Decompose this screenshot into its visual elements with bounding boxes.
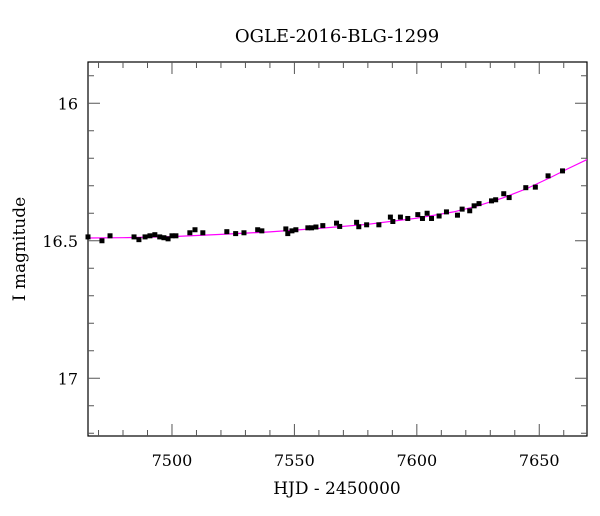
data-point bbox=[476, 201, 482, 207]
data-point bbox=[405, 215, 411, 221]
data-point bbox=[157, 234, 163, 240]
data-point bbox=[390, 219, 396, 224]
data-point bbox=[283, 226, 289, 232]
data-point bbox=[415, 212, 421, 218]
data-point bbox=[523, 185, 529, 191]
data-point bbox=[545, 173, 551, 179]
data-point bbox=[356, 224, 362, 230]
data-point bbox=[192, 227, 198, 233]
data-point bbox=[241, 230, 247, 236]
data-point bbox=[233, 231, 239, 237]
data-point bbox=[376, 222, 382, 228]
x-tick-label: 7550 bbox=[274, 451, 315, 470]
data-point bbox=[255, 227, 261, 233]
data-point bbox=[285, 231, 291, 237]
data-point bbox=[424, 210, 430, 216]
data-point bbox=[147, 233, 153, 239]
data-point bbox=[493, 197, 499, 203]
data-point bbox=[459, 206, 465, 212]
data-point bbox=[169, 233, 175, 239]
data-point bbox=[443, 209, 449, 215]
data-point bbox=[161, 235, 167, 241]
data-point bbox=[136, 237, 142, 243]
data-point bbox=[467, 208, 473, 214]
data-point bbox=[320, 223, 326, 229]
data-point bbox=[259, 228, 265, 234]
x-tick-label: 7650 bbox=[519, 451, 560, 470]
data-point bbox=[454, 212, 460, 218]
chart-title: OGLE-2016-BLG-1299 bbox=[235, 26, 439, 47]
data-point bbox=[309, 225, 315, 231]
y-tick-label: 16 bbox=[58, 94, 78, 113]
data-point bbox=[471, 203, 477, 209]
data-point bbox=[142, 234, 148, 240]
data-point bbox=[429, 215, 435, 221]
data-point bbox=[436, 213, 442, 219]
y-axis-label: I magnitude bbox=[10, 197, 30, 301]
data-point bbox=[131, 234, 137, 240]
plot-frame bbox=[87, 61, 588, 437]
data-point bbox=[560, 168, 566, 174]
model-curve bbox=[87, 159, 588, 239]
y-tick-label: 17 bbox=[58, 369, 78, 388]
data-point bbox=[293, 227, 299, 233]
data-point bbox=[289, 228, 295, 234]
data-point bbox=[200, 230, 206, 236]
data-point bbox=[364, 222, 370, 228]
data-point bbox=[387, 214, 393, 220]
data-point bbox=[165, 236, 171, 242]
data-point bbox=[85, 234, 91, 240]
data-point bbox=[532, 184, 538, 190]
x-axis-label: HJD - 2450000 bbox=[273, 479, 401, 499]
data-point bbox=[337, 223, 343, 229]
data-point bbox=[305, 225, 311, 231]
data-point bbox=[107, 233, 113, 239]
data-point bbox=[419, 215, 425, 221]
data-point bbox=[224, 229, 230, 235]
y-tick-label: 16.5 bbox=[42, 232, 78, 251]
data-point bbox=[334, 220, 340, 226]
data-point bbox=[99, 238, 105, 244]
data-point bbox=[397, 214, 403, 220]
data-point bbox=[501, 191, 507, 197]
x-tick-label: 7500 bbox=[152, 451, 193, 470]
data-point bbox=[187, 230, 193, 236]
data-point bbox=[313, 224, 319, 230]
data-point bbox=[489, 198, 495, 204]
data-point bbox=[152, 232, 158, 238]
x-tick-label: 7600 bbox=[396, 451, 437, 470]
data-point bbox=[354, 219, 360, 225]
data-point bbox=[173, 233, 179, 239]
data-point bbox=[506, 195, 512, 201]
